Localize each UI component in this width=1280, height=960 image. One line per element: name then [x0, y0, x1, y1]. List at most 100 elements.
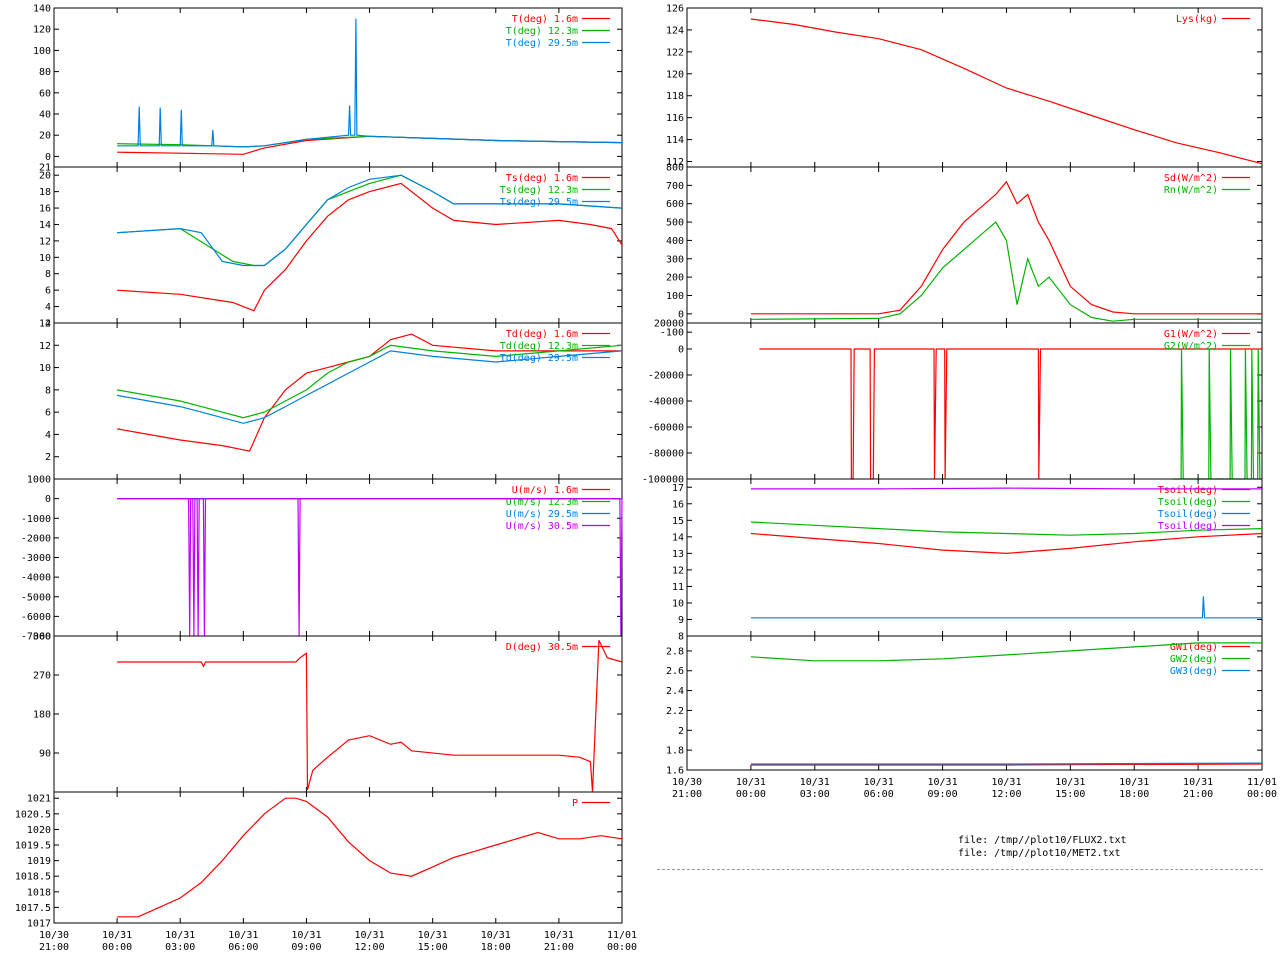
x-tick-time-label: 03:00: [800, 789, 830, 800]
legend-label: T(deg) 1.6m: [512, 14, 578, 25]
y-tick-label: 6: [45, 286, 51, 297]
y-tick-label: 20000: [654, 319, 684, 330]
y-tick-label: 80: [39, 67, 51, 78]
x-tick-date-label: 11/01: [1247, 777, 1277, 788]
x-tick-date-label: 10/31: [418, 930, 448, 941]
legend-label: D(deg) 30.5m: [506, 642, 578, 653]
legend-label: P: [572, 798, 578, 809]
x-tick-date-label: 10/31: [544, 930, 574, 941]
y-tick-label: 1018: [27, 887, 51, 898]
y-tick-label: 200: [666, 273, 684, 284]
x-tick-time-label: 00:00: [736, 789, 766, 800]
x-tick-time-label: 00:00: [607, 942, 637, 953]
panel-frame: [53, 635, 623, 793]
y-tick-label: 17: [672, 483, 684, 494]
x-tick-time-label: 00:00: [102, 942, 132, 953]
y-tick-label: 4: [45, 302, 51, 313]
legend-label: Tsoil(deg): [1158, 485, 1218, 496]
series-line-blue: [750, 596, 1262, 619]
y-tick-label: 20: [39, 131, 51, 142]
series-line-red: [750, 18, 1263, 165]
y-tick-label: 4: [45, 430, 51, 441]
series-line-red: [116, 333, 622, 452]
y-tick-label: 21: [39, 163, 51, 174]
legend-label: T(deg) 29.5m: [506, 38, 578, 49]
y-tick-label: 180: [33, 710, 51, 721]
y-tick-label: 10: [39, 363, 51, 374]
y-tick-label: 10: [672, 598, 684, 609]
x-tick-time-label: 12:00: [355, 942, 385, 953]
y-tick-label: 1020: [27, 825, 51, 836]
file-label-flux: file: /tmp//plot10/FLUX2.txt: [958, 835, 1127, 846]
x-tick-time-label: 18:00: [1119, 789, 1149, 800]
x-tick-time-label: 09:00: [928, 789, 958, 800]
y-tick-label: 1000: [27, 475, 51, 486]
y-tick-label: 1019: [27, 856, 51, 867]
y-tick-label: 1017: [27, 919, 51, 930]
y-tick-label: 0: [678, 309, 684, 320]
legend-label: T(deg) 12.3m: [506, 26, 578, 37]
legend-label: Td(deg) 29.5m: [500, 353, 578, 364]
x-tick-date-label: 10/31: [800, 777, 830, 788]
series-line-green: [1172, 348, 1262, 480]
y-tick-label: 18: [39, 187, 51, 198]
y-tick-label: -40000: [648, 397, 684, 408]
series-line-blue: [116, 350, 623, 424]
series-line-red: [117, 182, 623, 312]
x-tick-date-label: 10/31: [991, 777, 1021, 788]
x-tick-time-label: 18:00: [481, 942, 511, 953]
y-tick-label: 60: [39, 88, 51, 99]
y-tick-label: 1020.5: [15, 809, 51, 820]
y-tick-label: 2.8: [666, 646, 684, 657]
y-tick-label: 2.6: [666, 666, 684, 677]
y-tick-label: 14: [39, 319, 51, 330]
x-tick-date-label: 10/31: [165, 930, 195, 941]
file-list: file: /tmp//plot10/FLUX2.txt file: /tmp/…: [958, 834, 1127, 860]
y-tick-label: 360: [33, 632, 51, 643]
y-tick-label: 11: [672, 582, 684, 593]
y-tick-label: 2: [678, 726, 684, 737]
y-tick-label: 126: [666, 4, 684, 15]
x-tick-time-label: 21:00: [39, 942, 69, 953]
series-line-magenta: [750, 487, 1262, 490]
legend-label: Ts(deg) 29.5m: [500, 197, 578, 208]
y-tick-label: 1.8: [666, 746, 684, 757]
y-tick-label: 120: [33, 25, 51, 36]
y-tick-label: 140: [33, 4, 51, 15]
series-line-red: [117, 797, 623, 918]
y-tick-label: 14: [672, 532, 684, 543]
y-tick-label: -7000: [21, 632, 51, 643]
series-line-red: [759, 348, 1262, 480]
y-tick-label: -100000: [642, 475, 684, 486]
x-tick-date-label: 10/31: [736, 777, 766, 788]
series-line-red: [750, 763, 1263, 766]
y-tick-label: 1.6: [666, 766, 684, 777]
y-tick-label: 800: [666, 163, 684, 174]
x-tick-date-label: 10/30: [672, 777, 702, 788]
x-tick-time-label: 03:00: [165, 942, 195, 953]
y-tick-label: 2.2: [666, 706, 684, 717]
y-tick-label: 10: [39, 253, 51, 264]
series-line-blue: [750, 762, 1263, 765]
series-line-blue: [117, 18, 623, 148]
x-tick-date-label: 10/31: [1119, 777, 1149, 788]
x-tick-date-label: 11/01: [607, 930, 637, 941]
x-tick-date-label: 10/31: [481, 930, 511, 941]
y-tick-label: -5000: [21, 592, 51, 603]
y-tick-label: 8: [678, 632, 684, 643]
y-tick-label: 16: [39, 204, 51, 215]
series-line-red: [117, 640, 623, 793]
legend-label: GW2(deg): [1170, 654, 1218, 665]
series-line-red: [750, 180, 1262, 315]
y-tick-label: 122: [666, 47, 684, 58]
y-tick-label: 0: [45, 494, 51, 505]
legend-label: Lys(kg): [1176, 14, 1218, 25]
y-tick-label: 100: [666, 291, 684, 302]
x-tick-date-label: 10/31: [228, 930, 258, 941]
legend-label: U(m/s) 29.5m: [506, 509, 578, 520]
y-tick-label: -1000: [21, 514, 51, 525]
y-tick-label: 124: [666, 25, 684, 36]
x-tick-date-label: 10/31: [1055, 777, 1085, 788]
y-tick-label: -6000: [21, 612, 51, 623]
